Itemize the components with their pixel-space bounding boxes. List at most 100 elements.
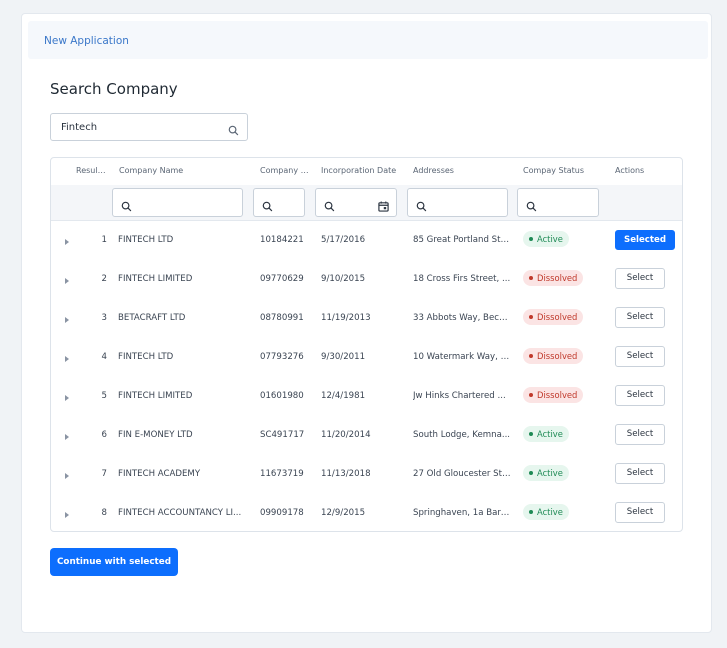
company-number: 09909178 <box>260 508 304 518</box>
status-badge: Dissolved <box>523 270 584 286</box>
expand-row-icon[interactable] <box>65 395 69 401</box>
table-row[interactable]: 4 FINTECH LTD 07793276 9/30/2011 10 Wate… <box>51 338 682 377</box>
row-index: 6 <box>101 430 107 440</box>
status-label: Active <box>537 468 563 478</box>
expand-row-icon[interactable] <box>65 473 69 479</box>
status-label: Dissolved <box>537 312 578 322</box>
column-header-company-status[interactable]: Compay Status <box>523 166 585 175</box>
select-button[interactable]: Select <box>615 346 665 367</box>
company-name: FINTECH ACADEMY <box>118 469 201 479</box>
select-button[interactable]: Select <box>615 463 665 484</box>
row-index: 1 <box>101 235 107 245</box>
status-label: Dissolved <box>537 390 578 400</box>
row-index: 5 <box>101 391 107 401</box>
filter-row <box>51 185 682 221</box>
column-headers: Result... Company Name Company N... Inco… <box>51 158 682 185</box>
app-header: New Application <box>28 21 708 59</box>
address: Springhaven, 1a Barn... <box>413 508 511 518</box>
header-title[interactable]: New Application <box>44 35 129 47</box>
column-header-company-name[interactable]: Company Name <box>119 166 184 175</box>
addresses-filter[interactable] <box>407 188 508 217</box>
row-index: 8 <box>101 508 107 518</box>
address: 33 Abbots Way, Beck... <box>413 313 511 323</box>
status-badge: Active <box>523 504 569 520</box>
company-number-filter[interactable] <box>253 188 305 217</box>
select-button[interactable]: Select <box>615 268 665 289</box>
select-button[interactable]: Select <box>615 424 665 445</box>
incorporation-date: 12/4/1981 <box>321 391 366 401</box>
calendar-icon[interactable] <box>378 197 389 216</box>
select-button[interactable]: Select <box>615 502 665 523</box>
incorporation-date-filter[interactable] <box>315 188 397 217</box>
status-badge: Dissolved <box>523 309 584 325</box>
company-name-filter[interactable] <box>112 188 243 217</box>
status-badge: Active <box>523 465 569 481</box>
table-row[interactable]: 8 FINTECH ACCOUNTANCY LI... 09909178 12/… <box>51 494 682 531</box>
incorporation-date: 11/20/2014 <box>321 430 371 440</box>
address: Jw Hinks Chartered ... <box>413 391 506 401</box>
incorporation-date: 12/9/2015 <box>321 508 366 518</box>
company-number: 08780991 <box>260 313 304 323</box>
status-badge: Active <box>523 426 569 442</box>
row-index: 4 <box>101 352 107 362</box>
page-title: Search Company <box>50 80 178 98</box>
column-header-result[interactable]: Result... <box>76 166 106 175</box>
company-name: FINTECH LIMITED <box>118 274 193 284</box>
status-label: Dissolved <box>537 351 578 361</box>
address: 10 Watermark Way, F... <box>413 352 511 362</box>
expand-row-icon[interactable] <box>65 278 69 284</box>
incorporation-date: 11/13/2018 <box>321 469 371 479</box>
incorporation-date: 11/19/2013 <box>321 313 371 323</box>
table-row[interactable]: 1 FINTECH LTD 10184221 5/17/2016 85 Grea… <box>51 221 682 260</box>
status-label: Active <box>537 429 563 439</box>
table-row[interactable]: 6 FIN E-MONEY LTD SC491717 11/20/2014 So… <box>51 416 682 455</box>
status-badge: Active <box>523 231 569 247</box>
search-icon <box>324 197 335 216</box>
select-button[interactable]: Select <box>615 307 665 328</box>
select-button[interactable]: Select <box>615 385 665 406</box>
table-row[interactable]: 2 FINTECH LIMITED 09770629 9/10/2015 18 … <box>51 260 682 299</box>
row-index: 7 <box>101 469 107 479</box>
incorporation-date: 9/10/2015 <box>321 274 366 284</box>
status-label: Active <box>537 234 563 244</box>
column-header-addresses[interactable]: Addresses <box>413 166 454 175</box>
expand-row-icon[interactable] <box>65 317 69 323</box>
selected-button[interactable]: Selected <box>615 230 675 250</box>
status-badge: Dissolved <box>523 348 584 364</box>
expand-row-icon[interactable] <box>65 356 69 362</box>
search-icon <box>526 197 537 216</box>
incorporation-date: 5/17/2016 <box>321 235 366 245</box>
column-header-incorporation-date[interactable]: Incorporation Date <box>321 166 397 175</box>
company-search-box[interactable] <box>50 113 248 141</box>
continue-with-selected-button[interactable]: Continue with selected <box>50 548 178 576</box>
company-status-filter[interactable] <box>517 188 599 217</box>
search-icon <box>416 197 427 216</box>
company-search-input[interactable] <box>51 114 221 140</box>
column-header-company-number[interactable]: Company N... <box>260 166 312 175</box>
row-index: 2 <box>101 274 107 284</box>
company-number: 07793276 <box>260 352 304 362</box>
company-name: FINTECH LTD <box>118 235 174 245</box>
company-number: SC491717 <box>260 430 305 440</box>
status-badge: Dissolved <box>523 387 584 403</box>
search-icon[interactable] <box>228 121 239 140</box>
table-row[interactable]: 7 FINTECH ACADEMY 11673719 11/13/2018 27… <box>51 455 682 494</box>
search-icon <box>121 197 132 216</box>
table-row[interactable]: 3 BETACRAFT LTD 08780991 11/19/2013 33 A… <box>51 299 682 338</box>
company-number: 01601980 <box>260 391 304 401</box>
company-name: FINTECH LIMITED <box>118 391 193 401</box>
expand-row-icon[interactable] <box>65 239 69 245</box>
address: 85 Great Portland Str... <box>413 235 511 245</box>
table-row[interactable]: 5 FINTECH LIMITED 01601980 12/4/1981 Jw … <box>51 377 682 416</box>
results-grid: Result... Company Name Company N... Inco… <box>50 157 683 532</box>
company-name: FIN E-MONEY LTD <box>118 430 193 440</box>
application-card: New Application Search Company Result...… <box>21 13 712 633</box>
company-name: FINTECH LTD <box>118 352 174 362</box>
expand-row-icon[interactable] <box>65 434 69 440</box>
incorporation-date: 9/30/2011 <box>321 352 366 362</box>
column-header-actions: Actions <box>615 166 645 175</box>
company-number: 10184221 <box>260 235 304 245</box>
company-name: BETACRAFT LTD <box>118 313 186 323</box>
company-name: FINTECH ACCOUNTANCY LI... <box>118 508 242 518</box>
expand-row-icon[interactable] <box>65 512 69 518</box>
